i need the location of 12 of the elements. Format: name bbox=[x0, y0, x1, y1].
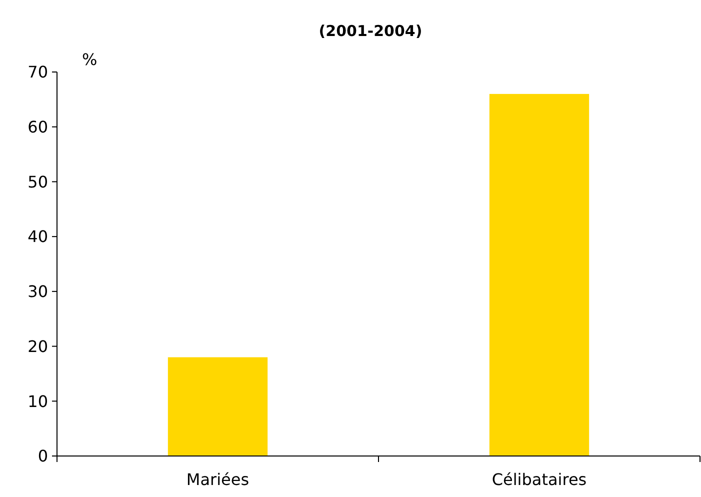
y-tick-label: 70 bbox=[28, 62, 48, 82]
y-tick-label: 30 bbox=[28, 282, 48, 302]
y-tick-label: 10 bbox=[28, 392, 48, 411]
x-tick-label: Mariées bbox=[186, 470, 250, 489]
y-tick-label: 50 bbox=[28, 172, 48, 192]
chart-title: (2001-2004) bbox=[318, 22, 422, 40]
y-axis-title: % bbox=[82, 50, 98, 69]
y-tick-label: 0 bbox=[38, 446, 48, 466]
x-tick-label: Célibataires bbox=[492, 470, 587, 489]
y-tick-label: 40 bbox=[28, 227, 48, 246]
y-tick-label: 60 bbox=[28, 117, 48, 136]
y-tick-label: 20 bbox=[28, 336, 48, 356]
